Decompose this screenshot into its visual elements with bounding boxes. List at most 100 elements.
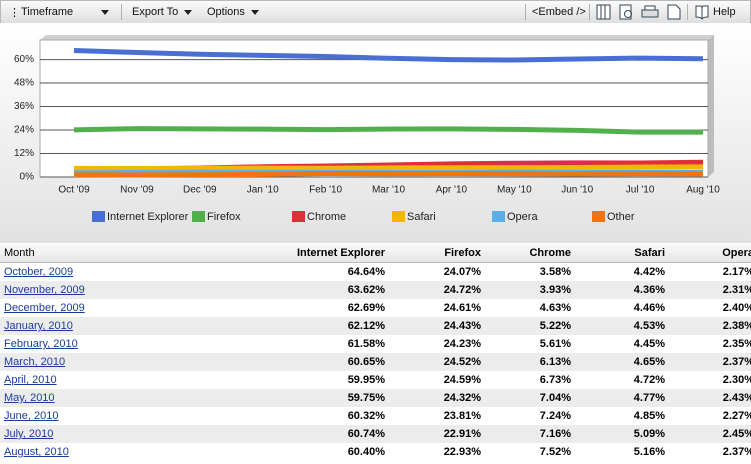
table-cell: 22.93% bbox=[443, 446, 481, 458]
table-cell: 7.04% bbox=[485, 389, 575, 407]
month-link[interactable]: March, 2010 bbox=[4, 356, 66, 368]
table-row: April, 201059.95%24.59%6.73%4.72%2.30%1.… bbox=[0, 371, 751, 389]
table-cell: November, 2009 bbox=[0, 281, 188, 299]
table-cell: 60.65% bbox=[188, 353, 389, 371]
column-header: Safari bbox=[575, 244, 669, 263]
y-tick-label: 48% bbox=[14, 78, 34, 89]
separator bbox=[121, 4, 122, 20]
x-tick-label: Nov '09 bbox=[120, 185, 154, 196]
month-link[interactable]: April, 2010 bbox=[4, 374, 57, 386]
table-cell: 4.36% bbox=[575, 281, 669, 299]
table-cell: 7.52% bbox=[539, 446, 571, 458]
x-tick-label: Jun '10 bbox=[561, 185, 593, 196]
column-header: Month bbox=[0, 244, 188, 263]
table-cell: 60.32% bbox=[347, 410, 385, 422]
table-cell: 6.13% bbox=[485, 353, 575, 371]
table-cell: 22.91% bbox=[389, 425, 485, 443]
x-tick-label: Feb '10 bbox=[309, 185, 342, 196]
plot-side-edge bbox=[708, 35, 714, 177]
legend-label: Internet Explorer bbox=[107, 211, 189, 223]
table-cell: 4.72% bbox=[633, 374, 665, 386]
table-row: June, 201060.32%23.81%7.24%4.85%2.27%1.5… bbox=[0, 407, 751, 425]
export-menu[interactable]: Export To bbox=[132, 6, 179, 18]
table-cell: 2.45% bbox=[669, 425, 751, 443]
table-cell: 4.65% bbox=[575, 353, 669, 371]
table-cell: 4.85% bbox=[633, 410, 665, 422]
data-table: Month Internet Explorer Firefox Chrome Safar… bbox=[0, 244, 751, 461]
table-cell: 2.35% bbox=[722, 338, 751, 350]
dropdown-arrow bbox=[184, 10, 192, 15]
table-row: July, 201060.74%22.91%7.16%5.09%2.45%1.6… bbox=[0, 425, 751, 443]
table-cell: July, 2010 bbox=[0, 425, 188, 443]
legend-label: Chrome bbox=[307, 211, 346, 223]
table-cell: 23.81% bbox=[443, 410, 481, 422]
toolbar-icons bbox=[596, 4, 681, 20]
table-cell: 5.61% bbox=[539, 338, 571, 350]
table-cell: October, 2009 bbox=[0, 263, 188, 282]
table-row: March, 201060.65%24.52%6.13%4.65%2.37%1.… bbox=[0, 353, 751, 371]
table-cell: 2.38% bbox=[669, 317, 751, 335]
x-tick-label: Apr '10 bbox=[436, 185, 468, 196]
month-link[interactable]: November, 2009 bbox=[4, 284, 85, 296]
month-link[interactable]: July, 2010 bbox=[4, 428, 54, 440]
toolbar: ⋮ Timeframe Export To Options <Embed /> … bbox=[0, 0, 751, 24]
month-link[interactable]: May, 2010 bbox=[4, 392, 55, 404]
table-cell: 2.37% bbox=[722, 446, 751, 458]
month-link[interactable]: June, 2010 bbox=[4, 410, 59, 422]
column-header: Opera bbox=[669, 244, 751, 263]
month-link[interactable]: February, 2010 bbox=[4, 338, 78, 350]
table-cell: April, 2010 bbox=[0, 371, 188, 389]
table-cell: 62.69% bbox=[347, 302, 385, 314]
series-line bbox=[73, 47, 704, 63]
options-menu[interactable]: Options bbox=[207, 6, 245, 18]
month-link[interactable]: August, 2010 bbox=[4, 446, 69, 458]
legend-swatch bbox=[392, 211, 405, 222]
table-icon[interactable] bbox=[596, 4, 611, 20]
help-link[interactable]: Help bbox=[713, 6, 736, 18]
x-tick-label: May '10 bbox=[497, 185, 532, 196]
table-cell: May, 2010 bbox=[0, 389, 188, 407]
x-tick-label: Mar '10 bbox=[372, 185, 405, 196]
table-cell: 2.31% bbox=[669, 281, 751, 299]
separator bbox=[589, 4, 590, 20]
grip: ⋮ bbox=[9, 7, 20, 19]
dropdown-arrow bbox=[251, 10, 259, 15]
table-cell: January, 2010 bbox=[0, 317, 188, 335]
table-cell: 4.46% bbox=[633, 302, 665, 314]
table-cell: 4.77% bbox=[575, 389, 669, 407]
table-cell: 64.64% bbox=[347, 266, 385, 278]
table-cell: 2.37% bbox=[669, 353, 751, 371]
x-tick-label: Jan '10 bbox=[247, 185, 279, 196]
y-tick-label: 0% bbox=[20, 172, 35, 183]
month-link[interactable]: January, 2010 bbox=[4, 320, 73, 332]
table-cell: 4.53% bbox=[575, 317, 669, 335]
x-tick-label: Oct '09 bbox=[58, 185, 90, 196]
table-cell: June, 2010 bbox=[0, 407, 188, 425]
legend-swatch bbox=[92, 211, 105, 222]
table-cell: 59.95% bbox=[347, 374, 385, 386]
table-cell: 7.24% bbox=[539, 410, 571, 422]
table-cell: 60.74% bbox=[188, 425, 389, 443]
month-link[interactable]: October, 2009 bbox=[4, 266, 74, 278]
legend-swatch bbox=[192, 211, 205, 222]
dropdown-arrow bbox=[101, 10, 109, 15]
separator bbox=[687, 4, 688, 20]
table-cell: 24.72% bbox=[389, 281, 485, 299]
timeframe-menu[interactable]: Timeframe bbox=[21, 6, 74, 18]
table-row: December, 2009 62.69% 24.61% 4.63% 4.46% 2.40… bbox=[0, 299, 751, 317]
table-cell: 4.42% bbox=[633, 266, 665, 278]
plot-area bbox=[39, 39, 709, 178]
table-cell: 2.30% bbox=[722, 374, 751, 386]
legend-swatch bbox=[592, 211, 605, 222]
legend-label: Other bbox=[607, 211, 635, 223]
table-cell: 7.16% bbox=[485, 425, 575, 443]
page-icon[interactable] bbox=[667, 4, 681, 20]
table-cell: 24.52% bbox=[389, 353, 485, 371]
series-line bbox=[73, 171, 704, 178]
table-cell: 59.75% bbox=[188, 389, 389, 407]
month-link[interactable]: December, 2009 bbox=[4, 302, 85, 314]
embed-button[interactable]: <Embed /> bbox=[532, 6, 586, 18]
table-cell: 2.43% bbox=[669, 389, 751, 407]
print-icon[interactable] bbox=[641, 9, 659, 18]
